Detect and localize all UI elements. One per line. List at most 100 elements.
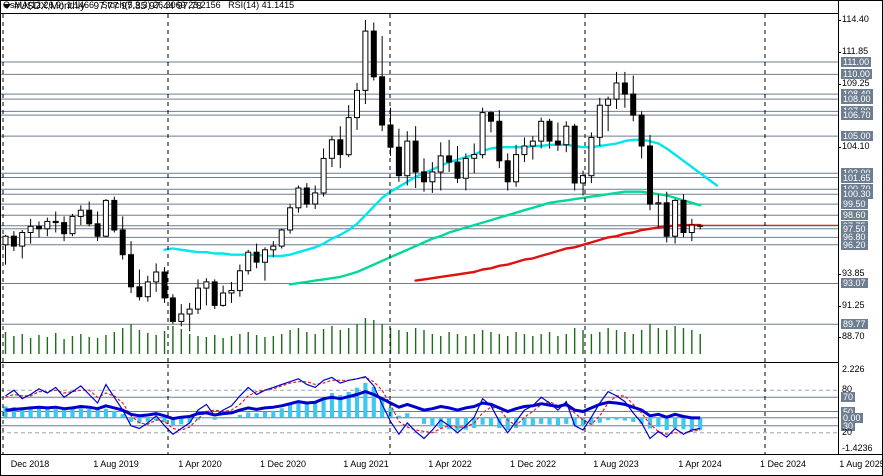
candle-body bbox=[236, 270, 243, 292]
candle-body bbox=[94, 223, 101, 237]
time-axis-label: 1 Apr 2022 bbox=[428, 459, 472, 469]
candle-body bbox=[546, 120, 553, 142]
axis-tick-mark bbox=[838, 305, 841, 307]
candle-body bbox=[303, 187, 310, 205]
time-axis-label: 1 Aug 2021 bbox=[343, 459, 389, 469]
triangle-down-icon[interactable] bbox=[3, 4, 11, 9]
time-axis-label: 1 Aug 2025 bbox=[839, 459, 883, 469]
price-level-label[interactable]: 98.60 bbox=[841, 210, 868, 221]
window-border-top bbox=[0, 0, 883, 1]
price-level-label[interactable]: 111.00 bbox=[841, 57, 872, 67]
price-axis-tick-label: 104.10 bbox=[842, 141, 870, 152]
candle-body bbox=[596, 104, 603, 138]
indicator-pane[interactable] bbox=[0, 364, 838, 455]
candle-body bbox=[513, 154, 520, 183]
candle-body bbox=[153, 271, 160, 283]
indicator-axis-tick-label: -1.4236 bbox=[842, 443, 873, 453]
time-axis[interactable]: Dec 2018 1 Aug 2019 1 Apr 2020 1 Dec 2020 1 … bbox=[0, 455, 883, 476]
candle-body bbox=[77, 209, 84, 217]
candle-body bbox=[10, 235, 17, 247]
price-chart-pane[interactable] bbox=[0, 14, 838, 363]
candle-body bbox=[44, 220, 51, 230]
candle-body bbox=[295, 187, 302, 209]
indicator-legend-label: OsMA(12,26,9) 1.1466 Stoch(5,3,3) 26.306… bbox=[3, 0, 295, 10]
candle-body bbox=[479, 112, 486, 156]
candle-body bbox=[128, 254, 134, 288]
candle-body bbox=[345, 117, 352, 156]
candle-body bbox=[144, 281, 151, 298]
symbol-quote-label: #USDX,Monthly 97.77 97.85 97.44 97.78 bbox=[14, 1, 202, 12]
candle-body bbox=[454, 161, 461, 179]
price-level-label[interactable]: 108.00 bbox=[841, 94, 873, 105]
candle-body bbox=[429, 171, 436, 183]
rsi-line bbox=[5, 390, 701, 421]
price-level-label[interactable]: 105.00 bbox=[841, 131, 873, 142]
candle-body bbox=[680, 199, 687, 233]
price-axis-tick-label: 111.85 bbox=[842, 45, 869, 56]
candle-body bbox=[370, 30, 377, 78]
candle-body bbox=[471, 154, 478, 159]
candle-body bbox=[2, 235, 9, 246]
candle-body bbox=[228, 290, 235, 294]
price-level-label[interactable]: 96.80 bbox=[841, 232, 868, 243]
candle-body bbox=[638, 114, 645, 147]
candle-body bbox=[588, 136, 595, 177]
axis-tick-mark bbox=[838, 273, 841, 275]
candle-body bbox=[688, 224, 695, 234]
candle-body bbox=[663, 202, 670, 237]
indicator-canvas bbox=[0, 364, 838, 455]
candle-body bbox=[462, 157, 469, 179]
window-border-left bbox=[0, 0, 1, 476]
chart-header: #USDX,Monthly 97.77 97.85 97.44 97.78 bbox=[0, 0, 883, 14]
price-level-label[interactable]: 106.70 bbox=[841, 110, 873, 121]
candle-body bbox=[178, 313, 185, 322]
axis-tick-mark bbox=[838, 20, 841, 21]
candle-body bbox=[161, 271, 168, 299]
price-axis-tick-label: 109.25 bbox=[842, 77, 870, 88]
candle-body bbox=[320, 157, 327, 194]
candle-body bbox=[102, 199, 109, 237]
price-level-label[interactable]: 110.00 bbox=[841, 69, 872, 80]
price-level-label[interactable]: 97.50 bbox=[841, 223, 868, 234]
indicator-level-label[interactable]: 50 bbox=[841, 406, 856, 417]
candle-body bbox=[655, 202, 662, 205]
candle-body bbox=[563, 125, 570, 146]
candle-body bbox=[496, 120, 503, 162]
indicator-level-label[interactable]: 30 bbox=[841, 420, 856, 431]
candle-body bbox=[672, 199, 679, 237]
candle-body bbox=[337, 139, 344, 156]
time-axis-label: Dec 2018 bbox=[10, 459, 50, 469]
price-level-label[interactable]: 99.50 bbox=[841, 199, 868, 210]
candle-body bbox=[186, 308, 193, 315]
candle-body bbox=[270, 245, 277, 251]
candle-body bbox=[27, 225, 34, 234]
candle-body bbox=[169, 297, 176, 322]
price-chart-canvas bbox=[0, 14, 838, 363]
indicator-level-label: 80 bbox=[842, 384, 853, 395]
price-level-label[interactable]: 89.77 bbox=[841, 319, 868, 330]
axis-tick-mark bbox=[838, 337, 841, 339]
axis-tick-mark bbox=[838, 83, 841, 85]
price-level-label[interactable]: 100.30 bbox=[841, 189, 873, 200]
axis-divider bbox=[838, 0, 839, 455]
time-axis-label: 1 Dec 2022 bbox=[509, 459, 557, 469]
stochastic-main-line bbox=[5, 376, 701, 440]
candle-body bbox=[580, 175, 586, 184]
price-level-label[interactable]: 96.20 bbox=[841, 239, 868, 250]
candle-body bbox=[395, 146, 402, 177]
time-axis-divider bbox=[0, 454, 883, 455]
axis-tick-mark bbox=[838, 147, 841, 149]
price-axis[interactable]: 114.40 111.85 109.25 104.10 93.85 91.25 88.70 1… bbox=[838, 0, 883, 455]
price-level-label[interactable]: 93.07 bbox=[841, 278, 868, 289]
indicator-level-label[interactable]: 70 bbox=[841, 392, 856, 403]
candle-body bbox=[605, 98, 612, 106]
price-level-label[interactable]: 101.65 bbox=[841, 172, 873, 183]
candle-body bbox=[287, 207, 294, 231]
candle-body bbox=[203, 281, 210, 289]
price-axis-tick-label: 93.85 bbox=[842, 267, 865, 278]
candle-body bbox=[613, 82, 620, 100]
candle-body bbox=[195, 287, 201, 310]
indicator-level-label[interactable]: 0,00 bbox=[841, 412, 863, 423]
candle-body bbox=[61, 222, 68, 235]
